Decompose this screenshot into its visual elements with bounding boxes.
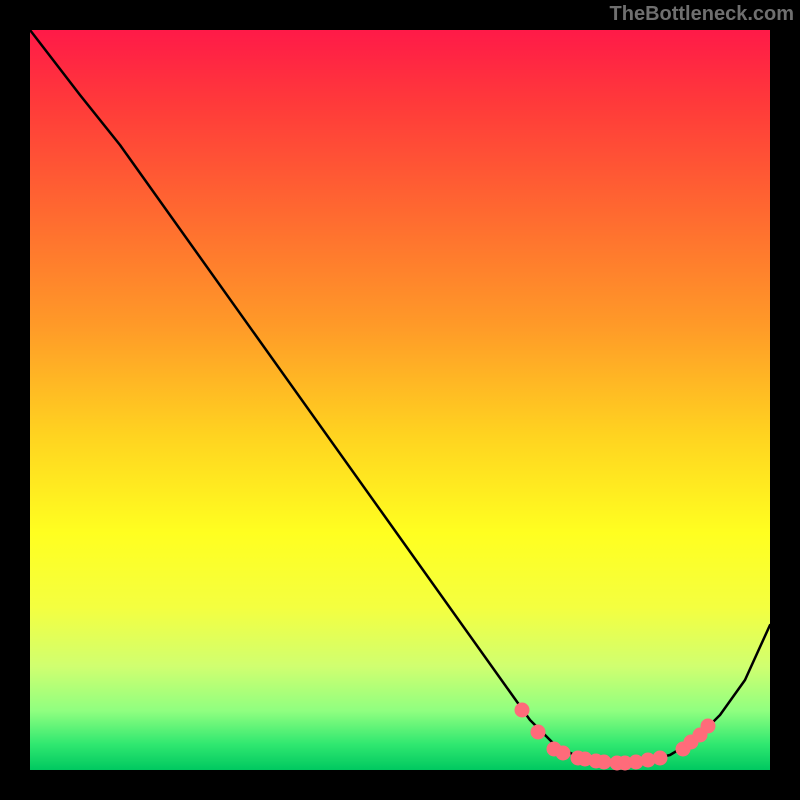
plot-background (30, 30, 770, 770)
watermark-label: TheBottleneck.com (610, 3, 794, 26)
bottleneck-chart (0, 0, 800, 800)
data-marker (701, 719, 715, 733)
data-marker (515, 703, 529, 717)
data-marker (653, 751, 667, 765)
data-marker (597, 755, 611, 769)
data-marker (531, 725, 545, 739)
chart-container: TheBottleneck.com (0, 0, 800, 800)
data-marker (556, 746, 570, 760)
